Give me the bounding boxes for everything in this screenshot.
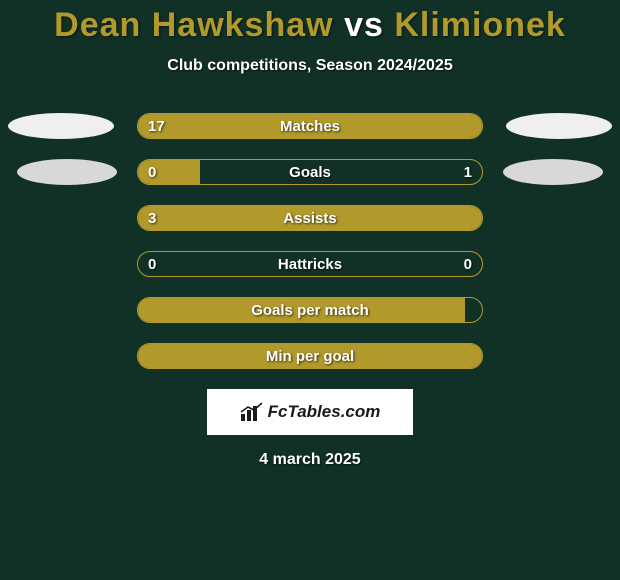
stat-row: Goals01: [0, 159, 620, 185]
comparison-chart: Matches17 Goals01 Assists3 Hattricks0 0 Goals…: [0, 113, 620, 369]
stat-row: Goals per match: [0, 297, 620, 323]
stat-row: Hattricks0 0: [0, 251, 620, 277]
logo-chart-icon: [240, 402, 264, 422]
bar-left-fill: [138, 344, 482, 368]
vs-text: vs: [344, 6, 384, 44]
bar-left-fill: [138, 206, 482, 230]
stat-value-left: 0: [148, 252, 156, 277]
stat-label: Hattricks: [138, 252, 482, 277]
bar-track: Min per goal: [137, 343, 483, 369]
date-text: 4 march 2025: [0, 451, 620, 469]
rows-container: Matches17 Goals01 Assists3 Hattricks0 0 Goals…: [0, 113, 620, 369]
page-title: Dean Hawkshaw vs Klimionek: [0, 0, 620, 45]
bar-left-fill: [138, 298, 465, 322]
bar-track: Hattricks0 0: [137, 251, 483, 277]
stat-row: Min per goal: [0, 343, 620, 369]
stat-row: Matches17: [0, 113, 620, 139]
stat-value-right: 1: [464, 160, 472, 185]
stat-row: Assists3: [0, 205, 620, 231]
stat-value-right: 0: [464, 252, 472, 277]
logo-text: FcTables.com: [268, 402, 381, 422]
bar-left-fill: [138, 114, 482, 138]
bar-track: Assists3: [137, 205, 483, 231]
bar-track: Goals per match: [137, 297, 483, 323]
player2-name: Klimionek: [394, 6, 565, 44]
bar-track: Matches17: [137, 113, 483, 139]
player1-name: Dean Hawkshaw: [54, 6, 333, 44]
bar-left-fill: [138, 160, 200, 184]
bar-track: Goals01: [137, 159, 483, 185]
logo-box: FcTables.com: [207, 389, 413, 435]
subtitle: Club competitions, Season 2024/2025: [0, 57, 620, 75]
